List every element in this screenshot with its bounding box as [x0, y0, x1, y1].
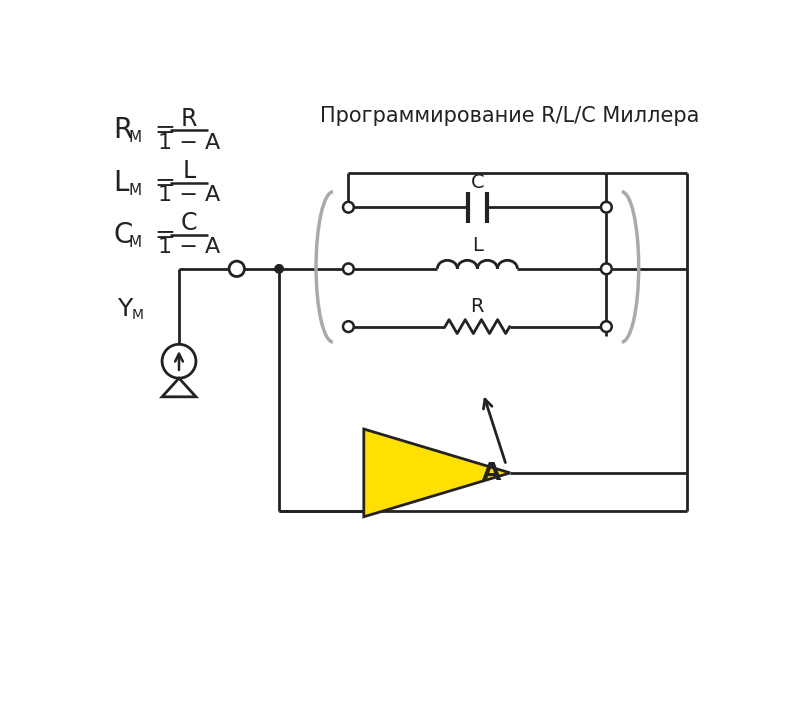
Text: M: M — [129, 183, 142, 197]
Circle shape — [343, 202, 354, 213]
Polygon shape — [364, 429, 510, 517]
Circle shape — [343, 264, 354, 274]
Polygon shape — [162, 378, 196, 397]
Text: L: L — [114, 168, 129, 197]
Text: R: R — [181, 107, 198, 131]
Text: =: = — [154, 223, 175, 247]
Text: A: A — [482, 461, 502, 485]
Text: =: = — [154, 171, 175, 195]
Text: R: R — [114, 116, 133, 144]
Text: M: M — [129, 235, 142, 250]
Text: Y: Y — [118, 297, 133, 321]
Text: 1 − A: 1 − A — [158, 133, 220, 152]
Text: R: R — [470, 297, 484, 316]
Text: C: C — [181, 211, 198, 235]
Circle shape — [601, 202, 612, 213]
Circle shape — [601, 264, 612, 274]
Circle shape — [343, 321, 354, 332]
Circle shape — [601, 321, 612, 332]
Text: L: L — [472, 236, 483, 256]
Text: M: M — [131, 308, 143, 322]
Text: =: = — [154, 118, 175, 142]
Text: M: M — [129, 131, 142, 145]
Text: Программирование R/L/C Миллера: Программирование R/L/C Миллера — [321, 107, 700, 126]
Text: C: C — [114, 221, 133, 249]
Circle shape — [162, 344, 196, 378]
Text: 1 − A: 1 − A — [158, 237, 220, 257]
Text: 1 − A: 1 − A — [158, 185, 220, 205]
Circle shape — [229, 261, 245, 277]
Circle shape — [275, 264, 283, 273]
Text: L: L — [182, 159, 196, 183]
Text: C: C — [470, 173, 484, 192]
